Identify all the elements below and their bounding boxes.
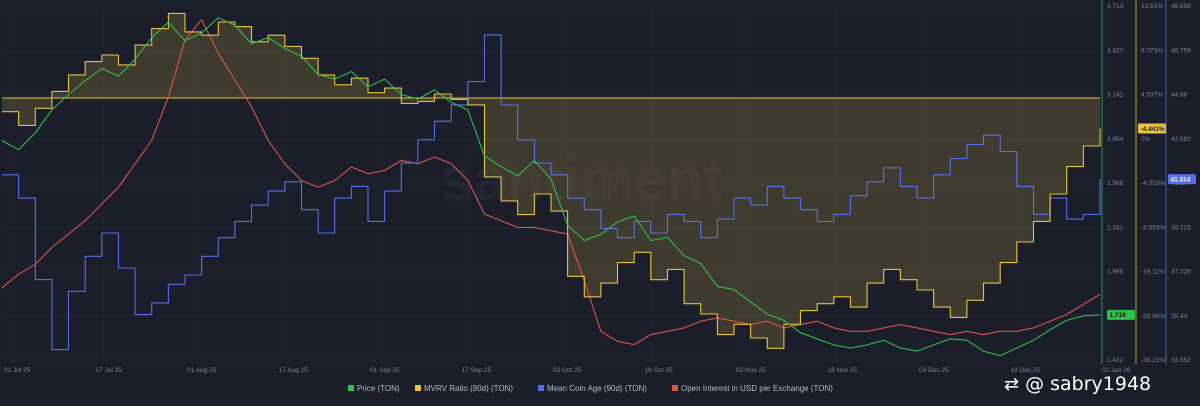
mvrv-tick-label: -4.553% [1141, 180, 1165, 187]
x-tick-label: 01 Sep 25 [370, 367, 400, 374]
price-tick-label: 2.281 [1107, 224, 1124, 231]
coin_age-tick-label: 37.328 [1171, 269, 1191, 276]
x-tick-label: 18 Nov 25 [828, 367, 858, 374]
coin_age-current-badge [1168, 174, 1196, 185]
coin_age-tick-label: 35.44 [1171, 313, 1188, 320]
mvrv-tick-label: 9.073% [1141, 47, 1163, 54]
credit-overlay: ⇄ @ sabry1948 [1004, 362, 1200, 406]
price-tick-label: 2.568 [1107, 180, 1124, 187]
mvrv-tick-label: -38.21% [1141, 357, 1165, 364]
y-axis-ticks: 3.7133.4273.1412.8542.5682.2811.9951.709… [1107, 3, 1191, 364]
open-interest-in-usd-per-exchange-ton-line [1, 19, 1101, 346]
x-tick-label: 18 Oct 25 [645, 367, 674, 374]
price-tick-label: 2.854 [1107, 136, 1124, 143]
x-tick-label: 03 Dec 25 [919, 367, 949, 374]
mvrv-tick-label: 4.537% [1141, 92, 1163, 99]
x-tick-label: 19 Dec 25 [1011, 367, 1041, 374]
x-tick-label: 01 Aug 25 [187, 367, 217, 374]
axes [1101, 0, 1167, 364]
x-tick-label: 02 Jan 26 [1102, 367, 1131, 374]
credit-handle: @ sabry1948 [1025, 373, 1152, 395]
mvrv-tick-label: -19.11% [1141, 269, 1165, 276]
coin_age-tick-label: 39.216 [1171, 224, 1191, 231]
mvrv-current-badge [1138, 123, 1166, 134]
mvrv-tick-label: 13.61% [1141, 3, 1163, 10]
mvrv-current-value: -4.441% [1141, 126, 1165, 133]
coin_age-tick-label: 44.88 [1171, 92, 1188, 99]
x-tick-label: 17 Sep 25 [462, 367, 492, 374]
mean-coin-age-90d-ton-line [2, 34, 1101, 351]
legend-label: Price (TON) [357, 384, 400, 393]
repost-icon: ⇄ [1004, 373, 1020, 395]
series-lines [1, 12, 1101, 357]
x-tick-label: 17 Aug 25 [279, 367, 309, 374]
grid [2, 7, 1111, 361]
x-tick-label: 02 Nov 25 [736, 367, 766, 374]
price-current-value: 1.716 [1110, 312, 1127, 319]
legend-swatch [672, 385, 678, 391]
mvrv-fill-area [2, 13, 1100, 349]
coin_age-tick-label: 48.656 [1171, 3, 1191, 10]
legend-label: Open Interest in USD per Exchange (TON) [681, 384, 833, 393]
price-tick-label: 1.995 [1107, 269, 1124, 276]
legend: Price (TON) MVRV Ratio (90d) (TON) Mean Co… [348, 384, 833, 393]
mvrv-area-fill [2, 13, 1100, 349]
price-tick-label: 3.713 [1107, 3, 1124, 10]
mvrv-ratio-90d-ton-line [2, 12, 1101, 349]
mvrv-tick-label: -28.66% [1141, 313, 1165, 320]
price-tick-label: 3.141 [1107, 92, 1124, 99]
current-value-badges: 1.716 -4.441% 41.314 [1107, 123, 1196, 320]
x-tick-label: 17 Jul 25 [96, 367, 123, 374]
mvrv-tick-label: -9.553% [1141, 224, 1165, 231]
legend-label: Mean Coin Age (90d) (TON) [547, 384, 647, 393]
x-tick-label: 02 Oct 25 [553, 367, 582, 374]
mvrv-tick-label: 0% [1141, 136, 1151, 143]
coin_age-tick-label: 33.552 [1171, 357, 1191, 364]
legend-swatch [538, 385, 544, 391]
legend-label: MVRV Ratio (90d) (TON) [424, 384, 513, 393]
coin_age-current-value: 41.314 [1171, 177, 1191, 184]
price-tick-label: 1.422 [1107, 357, 1124, 364]
price-ton-line [1, 17, 1101, 357]
legend-swatch [348, 385, 354, 391]
coin_age-tick-label: 46.756 [1171, 47, 1191, 54]
coin_age-tick-label: 42.992 [1171, 136, 1191, 143]
legend-swatch [415, 385, 421, 391]
price-tick-label: 3.427 [1107, 47, 1124, 54]
x-tick-label: 01 Jul 25 [4, 367, 31, 374]
x-axis-ticks: 01 Jul 25 17 Jul 25 01 Aug 25 17 Aug 25 01 S… [4, 367, 1131, 374]
price-current-badge [1107, 309, 1135, 320]
